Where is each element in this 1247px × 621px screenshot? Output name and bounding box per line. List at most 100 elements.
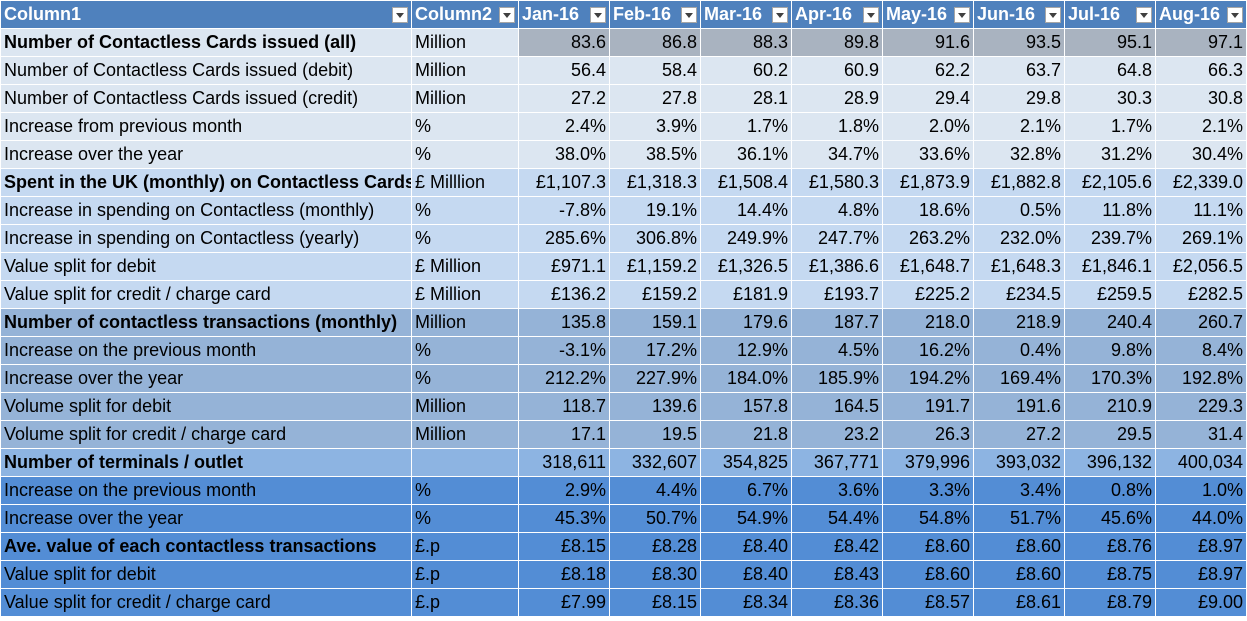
value-cell[interactable]: £9.00 [1155,588,1247,617]
column-header[interactable]: Jun-16 [973,0,1065,29]
row-label-cell[interactable]: Increase over the year [0,504,412,533]
value-cell[interactable]: 17.1 [518,420,610,449]
value-cell[interactable]: £8.97 [1155,532,1247,561]
value-cell[interactable]: 260.7 [1155,308,1247,337]
value-cell[interactable]: £1,326.5 [700,252,792,281]
value-cell[interactable]: 29.5 [1064,420,1156,449]
value-cell[interactable]: 89.8 [791,28,883,57]
value-cell[interactable]: £8.15 [518,532,610,561]
column-header[interactable]: Column2 [411,0,519,29]
column-header[interactable]: Apr-16 [791,0,883,29]
value-cell[interactable]: 354,825 [700,448,792,477]
value-cell[interactable]: 1.7% [1064,112,1156,141]
value-cell[interactable]: 28.9 [791,84,883,113]
value-cell[interactable]: 27.2 [518,84,610,113]
value-cell[interactable]: 64.8 [1064,56,1156,85]
value-cell[interactable]: 194.2% [882,364,974,393]
value-cell[interactable]: 33.6% [882,140,974,169]
value-cell[interactable]: 184.0% [700,364,792,393]
filter-dropdown-icon[interactable] [954,7,970,23]
column-header[interactable]: May-16 [882,0,974,29]
unit-cell[interactable]: % [411,224,519,253]
value-cell[interactable]: 2.1% [1155,112,1247,141]
row-label-cell[interactable]: Number of terminals / outlet [0,448,412,477]
unit-cell[interactable]: £ Million [411,280,519,309]
row-label-cell[interactable]: Value split for credit / charge card [0,588,412,617]
value-cell[interactable]: 249.9% [700,224,792,253]
value-cell[interactable]: 38.5% [609,140,701,169]
unit-cell[interactable]: Million [411,56,519,85]
row-label-cell[interactable]: Value split for credit / charge card [0,280,412,309]
column-header[interactable]: Column1 [0,0,412,29]
value-cell[interactable]: £8.75 [1064,560,1156,589]
value-cell[interactable]: £8.57 [882,588,974,617]
value-cell[interactable]: 1.0% [1155,476,1247,505]
value-cell[interactable]: 23.2 [791,420,883,449]
unit-cell[interactable] [411,448,519,477]
value-cell[interactable]: -7.8% [518,196,610,225]
value-cell[interactable]: 2.0% [882,112,974,141]
value-cell[interactable]: 210.9 [1064,392,1156,421]
value-cell[interactable]: 17.2% [609,336,701,365]
value-cell[interactable]: £8.28 [609,532,701,561]
value-cell[interactable]: 29.8 [973,84,1065,113]
value-cell[interactable]: 34.7% [791,140,883,169]
row-label-cell[interactable]: Number of Contactless Cards issued (cred… [0,84,412,113]
row-label-cell[interactable]: Volume split for debit [0,392,412,421]
value-cell[interactable]: 232.0% [973,224,1065,253]
value-cell[interactable]: £8.97 [1155,560,1247,589]
value-cell[interactable]: 66.3 [1155,56,1247,85]
value-cell[interactable]: 11.1% [1155,196,1247,225]
value-cell[interactable]: £8.60 [973,532,1065,561]
value-cell[interactable]: -3.1% [518,336,610,365]
value-cell[interactable]: 16.2% [882,336,974,365]
value-cell[interactable]: 2.1% [973,112,1065,141]
value-cell[interactable]: £259.5 [1064,280,1156,309]
unit-cell[interactable]: Million [411,392,519,421]
value-cell[interactable]: £193.7 [791,280,883,309]
row-label-cell[interactable]: Increase over the year [0,364,412,393]
value-cell[interactable]: 157.8 [700,392,792,421]
value-cell[interactable]: 6.7% [700,476,792,505]
value-cell[interactable]: 27.2 [973,420,1065,449]
value-cell[interactable]: £2,339.0 [1155,168,1247,197]
value-cell[interactable]: 60.9 [791,56,883,85]
value-cell[interactable]: £234.5 [973,280,1065,309]
value-cell[interactable]: 4.8% [791,196,883,225]
value-cell[interactable]: 86.8 [609,28,701,57]
row-label-cell[interactable]: Increase on the previous month [0,336,412,365]
value-cell[interactable]: 229.3 [1155,392,1247,421]
value-cell[interactable]: 30.3 [1064,84,1156,113]
filter-dropdown-icon[interactable] [863,7,879,23]
value-cell[interactable]: 28.1 [700,84,792,113]
value-cell[interactable]: 19.5 [609,420,701,449]
value-cell[interactable]: £8.40 [700,560,792,589]
value-cell[interactable]: 239.7% [1064,224,1156,253]
value-cell[interactable]: 240.4 [1064,308,1156,337]
value-cell[interactable]: 93.5 [973,28,1065,57]
row-label-cell[interactable]: Volume split for credit / charge card [0,420,412,449]
value-cell[interactable]: £1,648.7 [882,252,974,281]
value-cell[interactable]: 1.7% [700,112,792,141]
column-header[interactable]: Mar-16 [700,0,792,29]
value-cell[interactable]: 285.6% [518,224,610,253]
value-cell[interactable]: 91.6 [882,28,974,57]
unit-cell[interactable]: % [411,476,519,505]
row-label-cell[interactable]: Increase from previous month [0,112,412,141]
value-cell[interactable]: 54.4% [791,504,883,533]
unit-cell[interactable]: Million [411,28,519,57]
value-cell[interactable]: 95.1 [1064,28,1156,57]
value-cell[interactable]: 54.8% [882,504,974,533]
value-cell[interactable]: 187.7 [791,308,883,337]
value-cell[interactable]: £8.61 [973,588,1065,617]
value-cell[interactable]: 191.6 [973,392,1065,421]
value-cell[interactable]: 63.7 [973,56,1065,85]
value-cell[interactable]: 45.3% [518,504,610,533]
value-cell[interactable]: 191.7 [882,392,974,421]
value-cell[interactable]: £1,580.3 [791,168,883,197]
value-cell[interactable]: 45.6% [1064,504,1156,533]
value-cell[interactable]: 169.4% [973,364,1065,393]
value-cell[interactable]: 51.7% [973,504,1065,533]
value-cell[interactable]: £8.60 [973,560,1065,589]
value-cell[interactable]: 400,034 [1155,448,1247,477]
